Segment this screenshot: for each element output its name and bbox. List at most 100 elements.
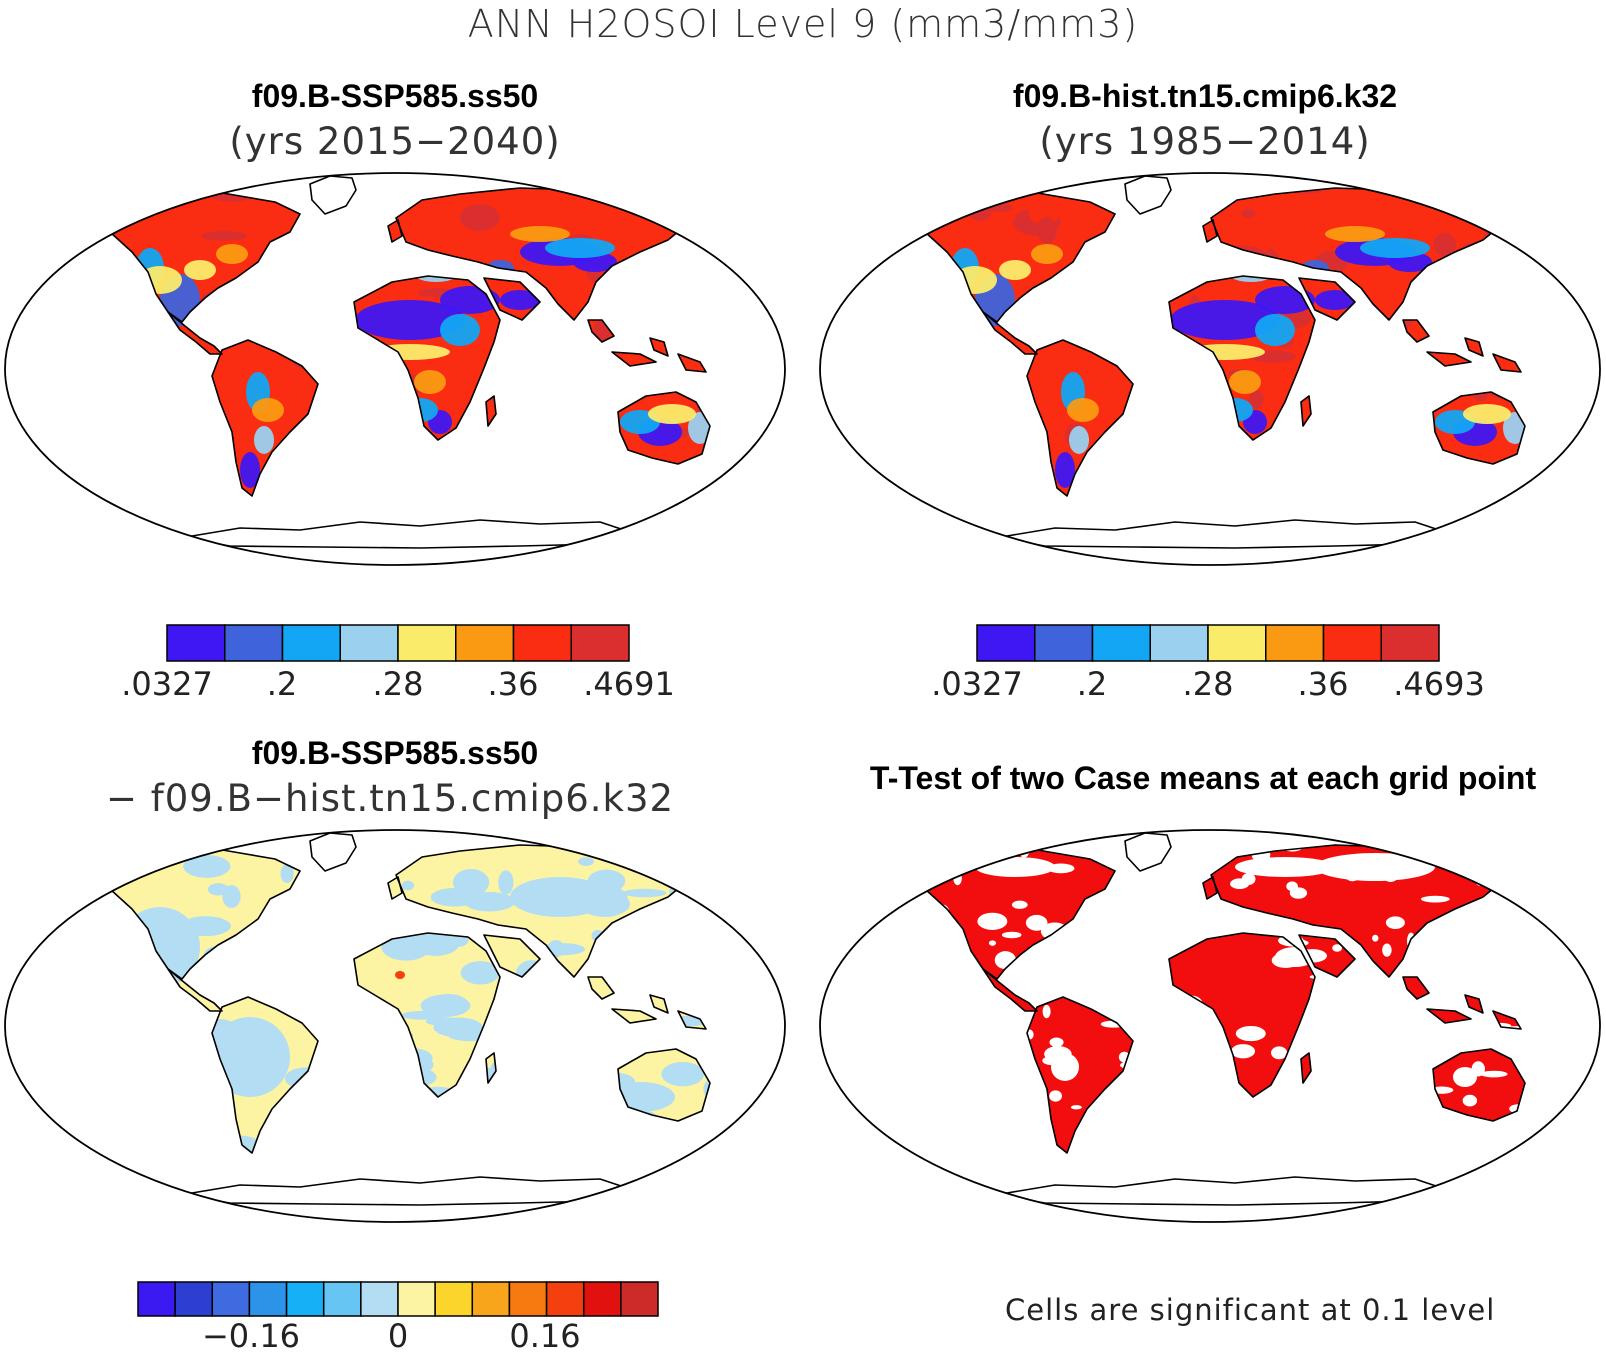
field-cell [718, 398, 744, 413]
nonsignificant-cell [1257, 1137, 1264, 1153]
field-cell [8, 512, 55, 539]
field-cell [672, 200, 705, 223]
colorbar-tick-label: 0 [387, 1317, 409, 1355]
field-cell [697, 467, 710, 492]
nonsignificant-cell [1429, 1086, 1454, 1094]
nonsignificant-cell [1567, 1077, 1578, 1095]
field-cell [131, 1099, 156, 1127]
greenland-mask [310, 176, 356, 214]
nonsignificant-cell [921, 1133, 952, 1152]
field-cell [324, 885, 363, 899]
field-cell [95, 193, 109, 213]
field-cell [778, 288, 802, 303]
field-cell [1036, 216, 1057, 244]
field-cell [308, 416, 343, 430]
field-cell [200, 290, 239, 309]
nonsignificant-cell [893, 1199, 906, 1210]
field-region [1170, 300, 1280, 340]
coastline-southAmerica [1026, 996, 1134, 1154]
field-cell [73, 922, 93, 935]
colorbar-swatch [397, 624, 457, 662]
nonsignificant-cell [1486, 1125, 1509, 1138]
field-cell [402, 500, 418, 509]
field-cell [910, 501, 945, 526]
colorbar-swatch [545, 1281, 585, 1317]
field-cell [303, 898, 354, 912]
field-cell [578, 857, 594, 866]
field-cell [695, 1134, 710, 1157]
coastline-greenland [1124, 175, 1172, 215]
field-cell [698, 833, 710, 835]
field-cell [1531, 490, 1556, 509]
field-cell [171, 529, 205, 548]
field-region [1255, 286, 1315, 314]
nonsignificant-cell [873, 851, 880, 861]
colorbar-swatch [281, 624, 341, 662]
field-cell [910, 475, 912, 491]
nonsignificant-region [1051, 1053, 1079, 1081]
field-cell [739, 1154, 765, 1181]
field-region [1229, 266, 1273, 282]
nonsignificant-cell [829, 961, 840, 977]
field-cell [722, 1156, 740, 1173]
nonsignificant-cell [1271, 1046, 1288, 1060]
field-cell [427, 1097, 462, 1118]
nonsignificant-cell [1034, 972, 1065, 983]
colorbar-tick-label: .2 [266, 665, 298, 703]
field-cell [735, 1073, 784, 1092]
colorbar-tick-label: .2 [1076, 665, 1108, 703]
field-cell [201, 304, 227, 323]
field-cell [1468, 290, 1497, 317]
nonsignificant-cell [1049, 1037, 1064, 1048]
field-cell [355, 1099, 403, 1119]
field-cell [910, 228, 927, 239]
antarctica-mask [995, 1177, 1445, 1205]
field-cell [712, 442, 749, 454]
field-region [216, 244, 248, 264]
field-cell [520, 473, 558, 484]
field-cell [42, 880, 70, 903]
field-cell [338, 868, 383, 893]
nonsignificant-cell [978, 835, 1005, 851]
field-cell [910, 305, 945, 317]
nonsignificant-region [1315, 853, 1435, 881]
field-cell [1502, 274, 1525, 291]
field-cell [1580, 170, 1606, 196]
colorbar-swatch [166, 624, 226, 662]
nonsignificant-cell [974, 849, 995, 863]
field-cell [320, 456, 349, 478]
field-cell [522, 415, 567, 430]
colorbar-tick-label: .36 [487, 665, 539, 703]
colorbar-tick-label: .0327 [121, 665, 213, 703]
field-cell [723, 834, 740, 861]
field-cell [661, 1061, 705, 1087]
nonsignificant-cell [1475, 930, 1485, 939]
nonsignificant-cell [1119, 979, 1149, 989]
map-projection [10, 832, 784, 1206]
nonsignificant-cell [1473, 870, 1489, 887]
coastline-seasia [587, 319, 707, 373]
field-cell [283, 176, 304, 185]
nonsignificant-cell [1355, 1121, 1365, 1138]
nonsignificant-cell [1180, 995, 1203, 1014]
field-cell [675, 940, 696, 953]
coastline-southAmerica [211, 339, 319, 497]
field-cell [10, 964, 44, 983]
nonsignificant-cell [1578, 955, 1606, 972]
field-region [414, 266, 458, 282]
nonsignificant-cell [831, 1195, 839, 1209]
nonsignificant-cell [988, 940, 997, 946]
field-cell [368, 230, 393, 252]
field-cell [1310, 410, 1348, 430]
field-cell [941, 420, 961, 442]
nonsignificant-cell [1021, 1215, 1031, 1221]
colorbar-top-left [166, 624, 630, 662]
field-cell [1472, 380, 1489, 402]
nonsignificant-cell [910, 1118, 920, 1126]
colorbar-swatch [582, 1281, 622, 1317]
field-cell [937, 514, 977, 528]
nonsignificant-cell [1571, 1020, 1590, 1031]
field-cell [460, 961, 500, 985]
field-cell [1218, 245, 1265, 259]
nonsignificant-cell [1362, 1106, 1382, 1112]
